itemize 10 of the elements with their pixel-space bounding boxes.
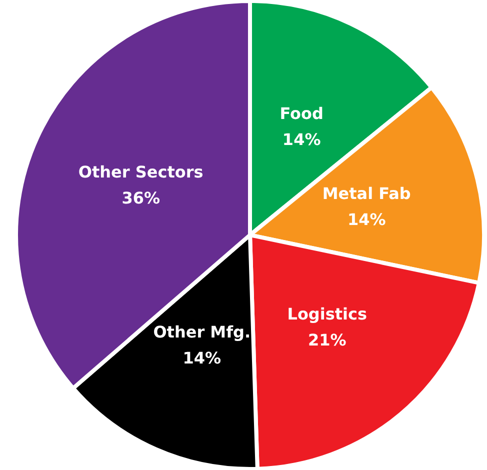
slice-label: Other Sectors (78, 162, 204, 182)
slice-label: Metal Fab (322, 184, 411, 204)
data-label: 14% (182, 348, 222, 368)
slice-label: Other Mfg. (153, 322, 251, 342)
data-label: 21% (308, 330, 346, 350)
data-label: 14% (347, 210, 386, 230)
slice-label: Logistics (287, 304, 368, 324)
data-label: 36% (122, 188, 160, 208)
data-label: 14% (282, 130, 321, 150)
slice-label: Food (280, 104, 324, 124)
